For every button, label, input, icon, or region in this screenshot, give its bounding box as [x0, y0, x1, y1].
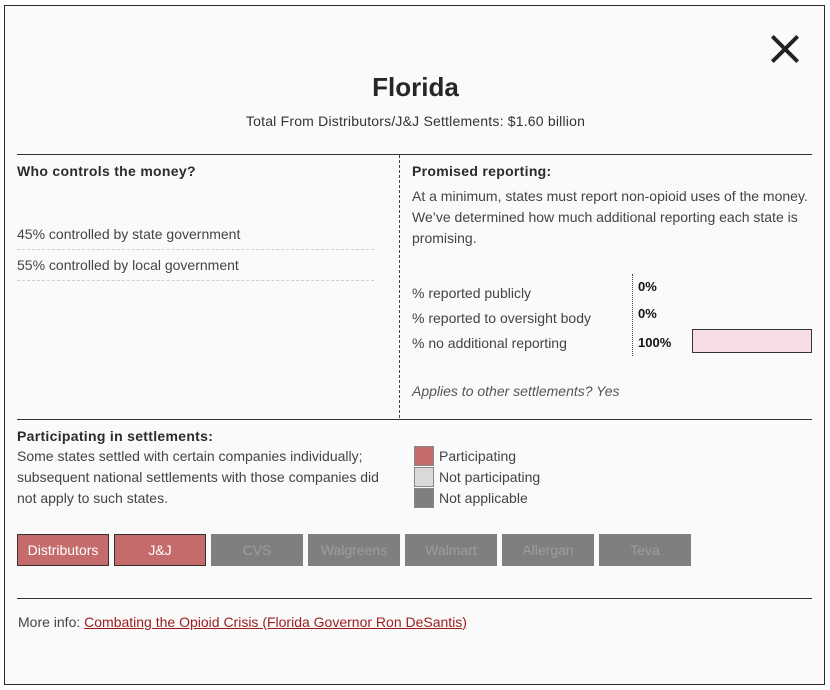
reporting-axis: [632, 274, 633, 356]
reporting-label-public: % reported publicly: [412, 285, 532, 301]
control-heading: Who controls the money?: [17, 163, 196, 179]
legend-label-participating: Participating: [439, 448, 517, 464]
legend-label-not-applicable: Not applicable: [439, 490, 528, 506]
control-row-state: 45% controlled by state government: [17, 219, 374, 250]
participation-note: Some states settled with certain compani…: [17, 448, 379, 506]
column-divider: [399, 155, 400, 418]
applies-other-settlements: Applies to other settlements? Yes: [412, 383, 620, 399]
reporting-description: At a minimum, states must report non-opi…: [412, 188, 808, 246]
reporting-value-public: 0%: [638, 279, 657, 294]
reporting-value-none: 100%: [638, 335, 672, 350]
reporting-bar-none: [692, 329, 812, 353]
reporting-heading: Promised reporting:: [412, 163, 552, 179]
company-button-teva[interactable]: Teva: [599, 534, 691, 566]
close-icon[interactable]: [768, 31, 802, 67]
legend-swatch-not-participating: [414, 467, 434, 487]
reporting-label-oversight: % reported to oversight body: [412, 310, 591, 326]
control-row-local: 55% controlled by local government: [17, 250, 374, 281]
legend-label-not-participating: Not participating: [439, 469, 541, 485]
company-button-distributors[interactable]: Distributors: [17, 534, 109, 566]
state-title: Florida: [372, 72, 459, 102]
divider-top: [17, 154, 812, 155]
company-button-jj[interactable]: J&J: [114, 534, 206, 566]
company-button-walmart[interactable]: Walmart: [405, 534, 497, 566]
reporting-label-none: % no additional reporting: [412, 335, 567, 351]
company-button-walgreens[interactable]: Walgreens: [308, 534, 400, 566]
divider-middle: [17, 419, 812, 420]
reporting-value-oversight: 0%: [638, 306, 657, 321]
company-button-cvs[interactable]: CVS: [211, 534, 303, 566]
more-info-label: More info:: [18, 614, 81, 630]
legend-swatch-participating: [414, 446, 434, 466]
more-info-link[interactable]: Combating the Opioid Crisis (Florida Gov…: [84, 614, 467, 630]
more-info: More info: Combating the Opioid Crisis (…: [18, 614, 467, 630]
participation-heading: Participating in settlements:: [17, 428, 214, 444]
divider-bottom: [17, 598, 812, 599]
legend-swatch-not-applicable: [414, 488, 434, 508]
company-button-allergan[interactable]: Allergan: [502, 534, 594, 566]
settlement-total: Total From Distributors/J&J Settlements:…: [245, 113, 586, 129]
state-detail-modal: Florida Total From Distributors/J&J Sett…: [4, 5, 825, 685]
